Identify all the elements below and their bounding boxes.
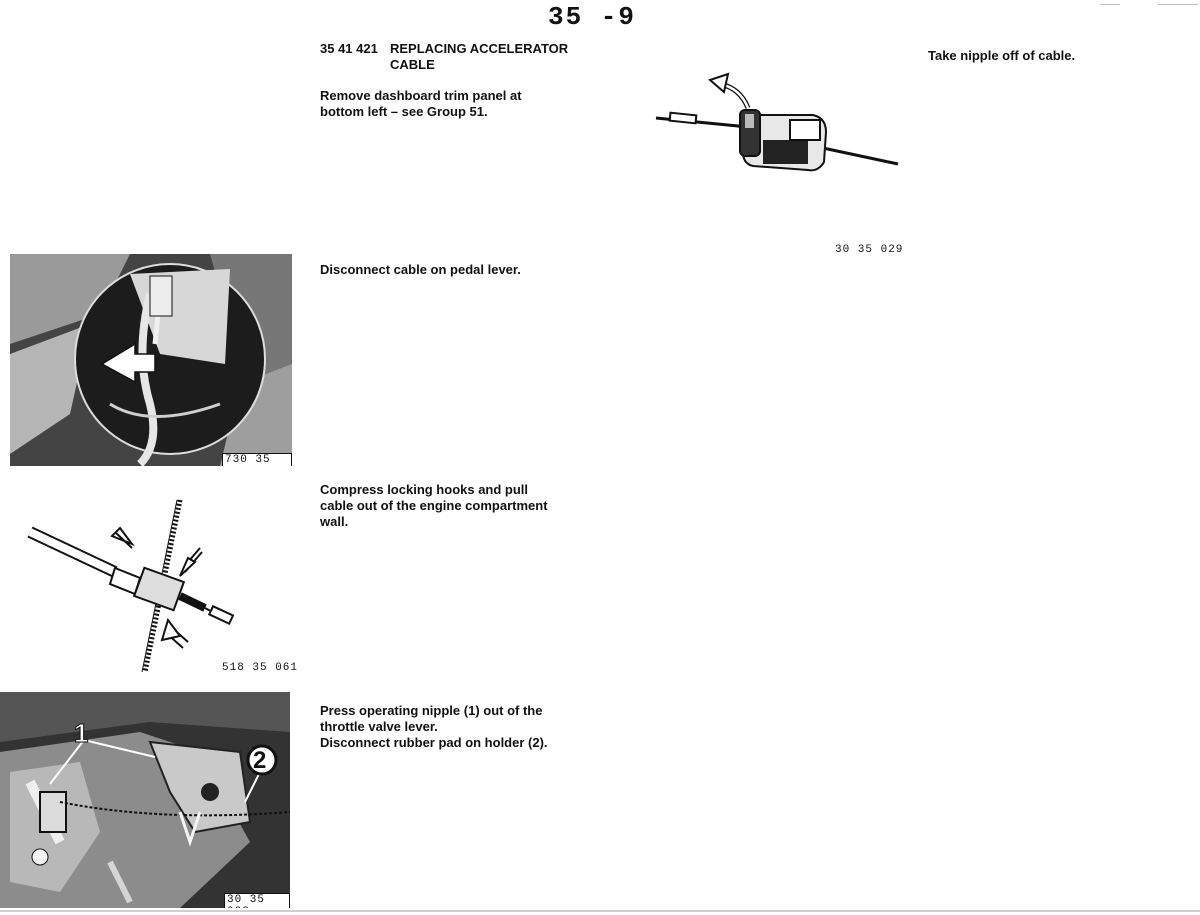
callout-1: 1 bbox=[73, 718, 89, 749]
nipple-cable-drawing bbox=[655, 72, 899, 172]
step-line: Compress locking hooks and pull bbox=[320, 482, 529, 497]
step-3-text: Compress locking hooks and pull cable ou… bbox=[320, 482, 620, 530]
step-line: bottom left – see Group 51. bbox=[320, 104, 488, 119]
step-line: Press operating nipple (1) out of the bbox=[320, 703, 543, 718]
step-2-text: Disconnect cable on pedal lever. bbox=[320, 262, 620, 278]
section-title-line1: REPLACING ACCELERATOR bbox=[390, 41, 569, 56]
figure-locking-hooks bbox=[20, 496, 290, 678]
figure-label: 30 35 029 bbox=[835, 244, 904, 256]
edge-mark bbox=[1158, 4, 1198, 5]
edge-mark bbox=[1100, 4, 1120, 5]
figure-pedal-lever: 730 35 036 bbox=[10, 254, 292, 466]
section-title-line2: CABLE bbox=[390, 57, 435, 72]
figure-label: 518 35 061 bbox=[222, 662, 299, 674]
step-line: wall. bbox=[320, 514, 349, 529]
step-line: cable out of the engine compartment bbox=[320, 498, 548, 513]
step-4-text: Press operating nipple (1) out of the th… bbox=[320, 703, 620, 751]
figure-nipple-cable bbox=[648, 70, 908, 185]
step-line: Disconnect rubber pad on holder (2). bbox=[320, 735, 548, 750]
figure-throttle-valve: 1 2 30 35 038 bbox=[0, 692, 290, 908]
throttle-valve-photo bbox=[0, 692, 290, 908]
pedal-lever-photo bbox=[10, 254, 292, 466]
step-1-text: Remove dashboard trim panel at bottom le… bbox=[320, 88, 620, 120]
figure-label: 30 35 038 bbox=[224, 893, 290, 908]
figure-label: 730 35 036 bbox=[222, 453, 292, 466]
bottom-edge bbox=[0, 910, 1200, 912]
locking-hooks-drawing bbox=[27, 499, 235, 673]
step-line: Disconnect cable on pedal lever. bbox=[320, 262, 521, 277]
step-line: Remove dashboard trim panel at bbox=[320, 88, 522, 103]
section-code: 35 41 421 bbox=[320, 41, 378, 56]
step-line: throttle valve lever. bbox=[320, 719, 438, 734]
page-number: 35 -9 bbox=[548, 2, 637, 32]
right-note: Take nipple off of cable. bbox=[928, 48, 1076, 63]
section-heading: 35 41 421 REPLACING ACCELERATOR CABLE bbox=[320, 41, 620, 73]
callout-2: 2 bbox=[253, 747, 267, 774]
